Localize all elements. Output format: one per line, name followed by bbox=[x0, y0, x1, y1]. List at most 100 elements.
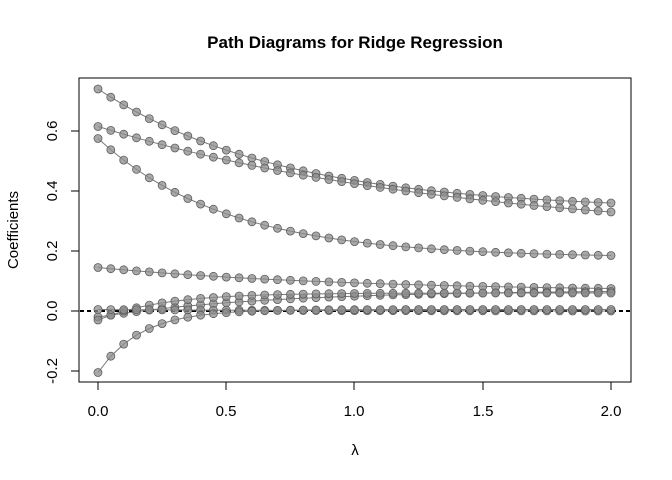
data-point bbox=[234, 149, 244, 159]
data-point bbox=[273, 275, 282, 285]
data-point bbox=[157, 319, 167, 329]
data-point bbox=[503, 305, 513, 314]
data-point bbox=[196, 136, 206, 146]
data-point bbox=[542, 305, 552, 314]
data-point bbox=[414, 288, 424, 298]
x-tick-label-2: 1.0 bbox=[344, 403, 365, 420]
data-point bbox=[170, 143, 180, 153]
data-point bbox=[542, 288, 552, 298]
data-point bbox=[426, 280, 436, 290]
data-point bbox=[478, 305, 488, 314]
data-point bbox=[106, 264, 116, 274]
chart-title: Path Diagrams for Ridge Regression bbox=[207, 33, 503, 52]
data-point bbox=[285, 226, 295, 236]
x-axis-label: λ bbox=[351, 442, 359, 459]
plot-area bbox=[80, 84, 630, 377]
data-point bbox=[234, 158, 244, 168]
data-point bbox=[208, 271, 218, 281]
data-point bbox=[247, 274, 257, 283]
data-point bbox=[568, 305, 577, 314]
data-point bbox=[491, 305, 501, 314]
data-point bbox=[132, 266, 141, 276]
data-point bbox=[568, 204, 577, 214]
data-point bbox=[234, 307, 244, 317]
data-point bbox=[414, 188, 424, 198]
data-point bbox=[529, 201, 539, 210]
data-point bbox=[221, 272, 231, 282]
data-point bbox=[362, 288, 372, 298]
data-point bbox=[119, 305, 129, 315]
y-tick-label-3: 0.4 bbox=[44, 181, 61, 202]
data-point bbox=[401, 242, 411, 252]
data-point bbox=[337, 177, 347, 187]
data-point bbox=[234, 273, 244, 283]
coefficient-path-3 bbox=[93, 263, 616, 293]
data-point bbox=[93, 305, 103, 314]
y-axis-label: Coefficients bbox=[5, 191, 22, 269]
data-point bbox=[555, 203, 565, 213]
data-point bbox=[542, 202, 552, 212]
y-tick-label-4: 0.6 bbox=[44, 121, 61, 142]
data-point bbox=[208, 152, 218, 162]
data-point bbox=[157, 305, 167, 315]
data-point bbox=[337, 305, 347, 315]
data-point bbox=[106, 145, 116, 155]
data-point bbox=[221, 308, 231, 318]
data-point bbox=[555, 288, 565, 298]
data-point bbox=[375, 305, 385, 315]
data-point bbox=[324, 175, 334, 184]
data-point bbox=[350, 179, 359, 189]
data-point bbox=[285, 275, 295, 285]
data-point bbox=[568, 288, 577, 298]
data-point bbox=[273, 305, 282, 315]
data-point bbox=[401, 305, 411, 314]
data-point bbox=[298, 305, 308, 315]
data-point bbox=[183, 270, 193, 280]
data-point bbox=[516, 248, 526, 258]
data-point bbox=[170, 305, 180, 315]
data-point bbox=[285, 168, 295, 178]
data-point bbox=[568, 196, 577, 206]
data-point bbox=[503, 288, 513, 298]
data-point bbox=[260, 306, 270, 316]
data-point bbox=[144, 173, 154, 183]
data-point bbox=[593, 305, 603, 314]
data-point bbox=[208, 293, 218, 302]
data-point bbox=[144, 324, 154, 333]
data-point bbox=[606, 251, 616, 260]
data-point bbox=[119, 155, 129, 165]
data-point bbox=[170, 269, 180, 279]
x-tick-label-0: 0.0 bbox=[88, 403, 109, 420]
x-tick-label-1: 0.5 bbox=[216, 403, 237, 420]
data-point bbox=[478, 195, 488, 205]
data-point bbox=[439, 305, 449, 314]
data-point bbox=[350, 278, 359, 288]
data-point bbox=[247, 290, 257, 300]
data-point bbox=[401, 288, 411, 298]
data-point bbox=[311, 276, 321, 286]
data-point bbox=[234, 213, 244, 223]
data-point bbox=[132, 107, 141, 117]
data-point bbox=[580, 250, 590, 260]
data-point bbox=[465, 194, 475, 204]
data-point bbox=[452, 305, 462, 314]
data-point bbox=[452, 245, 462, 255]
data-point bbox=[119, 339, 129, 349]
data-point bbox=[298, 276, 308, 286]
data-point bbox=[452, 288, 462, 298]
data-point bbox=[350, 289, 359, 298]
x-axis: 0.0 0.5 1.0 1.5 2.0 λ bbox=[88, 381, 621, 459]
data-point bbox=[529, 288, 539, 298]
data-point bbox=[311, 172, 321, 182]
data-point bbox=[491, 288, 501, 298]
data-point bbox=[542, 249, 552, 259]
data-point bbox=[234, 291, 244, 301]
data-point bbox=[196, 271, 206, 280]
data-point bbox=[93, 368, 103, 377]
data-point bbox=[388, 305, 398, 315]
data-point bbox=[260, 274, 270, 284]
data-point bbox=[170, 126, 180, 136]
data-point bbox=[414, 280, 424, 290]
data-point bbox=[426, 189, 436, 199]
